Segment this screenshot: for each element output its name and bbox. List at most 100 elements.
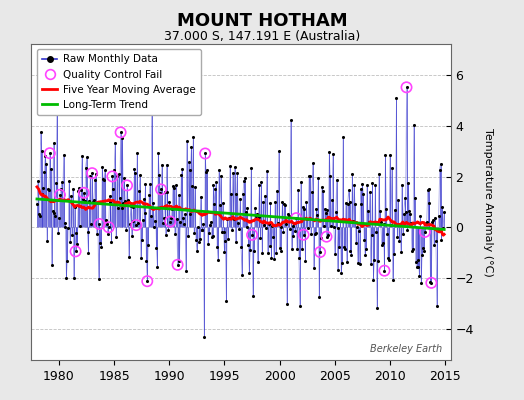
Point (280, 200, 288, 207)
Point (292, 215, 300, 221)
Point (126, 220, 134, 227)
Point (128, 218, 137, 224)
Point (35, 211, 43, 218)
Point (142, 258, 150, 264)
Point (149, 224, 158, 230)
Point (71, 248, 80, 254)
Point (353, 224, 361, 230)
Point (254, 258, 262, 265)
Point (96, 240, 105, 246)
Point (272, 188, 281, 194)
Point (99, 176, 107, 182)
Point (260, 222, 268, 228)
Point (52, 180, 60, 186)
Point (258, 249, 266, 256)
Point (219, 200, 227, 206)
Point (77, 186, 85, 193)
Point (311, 230, 320, 236)
Point (168, 206, 176, 212)
Point (389, 251, 398, 257)
Point (279, 228, 288, 235)
Point (173, 262, 182, 268)
Point (348, 171, 356, 178)
Point (354, 260, 362, 266)
Point (46, 150, 54, 156)
Point (250, 248, 258, 254)
Point (355, 260, 364, 267)
Point (358, 180, 367, 187)
Point (419, 244, 427, 251)
Point (403, 226, 412, 233)
Point (265, 220, 273, 227)
Point (146, 180, 154, 187)
Point (216, 201, 224, 208)
Point (164, 227, 172, 233)
Point (310, 265, 318, 271)
Point (406, 211, 414, 218)
Point (227, 190, 235, 197)
Point (102, 216, 110, 223)
Point (376, 208, 384, 214)
Point (115, 195, 124, 201)
Point (318, 184, 326, 190)
Point (276, 248, 285, 254)
Point (200, 334, 209, 340)
Point (338, 259, 346, 266)
Point (250, 205, 259, 211)
Point (439, 225, 447, 232)
Point (278, 199, 287, 206)
Point (325, 149, 333, 155)
Point (314, 174, 322, 181)
Point (64, 225, 72, 231)
Point (231, 239, 239, 246)
Point (391, 222, 400, 228)
Point (82, 154, 91, 160)
Point (317, 234, 325, 241)
Point (42, 161, 50, 168)
Point (270, 256, 278, 263)
Point (400, 195, 409, 201)
Point (435, 167, 444, 174)
Point (70, 204, 79, 210)
Point (283, 210, 292, 217)
Point (237, 244, 245, 250)
Point (255, 182, 264, 188)
Point (202, 168, 210, 175)
Point (221, 238, 230, 244)
Point (88, 170, 96, 176)
Point (195, 236, 204, 242)
Point (372, 229, 380, 235)
Point (163, 188, 172, 195)
Point (370, 257, 378, 264)
Point (411, 259, 420, 266)
Point (378, 240, 387, 246)
Point (433, 227, 442, 233)
Point (417, 280, 425, 286)
Point (380, 268, 389, 274)
Text: Berkeley Earth: Berkeley Earth (370, 344, 442, 354)
Point (381, 152, 389, 159)
Point (335, 244, 344, 250)
Point (138, 216, 147, 223)
Point (347, 251, 356, 258)
Point (66, 238, 74, 245)
Point (253, 211, 261, 217)
Point (351, 200, 359, 207)
Point (189, 134, 198, 140)
Point (366, 189, 374, 196)
Point (428, 218, 436, 225)
Point (386, 151, 394, 158)
Point (56, 192, 64, 198)
Point (150, 218, 159, 224)
Point (367, 232, 376, 238)
Point (283, 300, 291, 307)
Point (132, 222, 140, 228)
Point (220, 229, 228, 236)
Point (160, 188, 169, 195)
Point (80, 190, 88, 196)
Point (327, 223, 335, 229)
Point (123, 182, 131, 189)
Point (161, 232, 170, 239)
Point (44, 186, 52, 192)
Point (90, 197, 98, 204)
